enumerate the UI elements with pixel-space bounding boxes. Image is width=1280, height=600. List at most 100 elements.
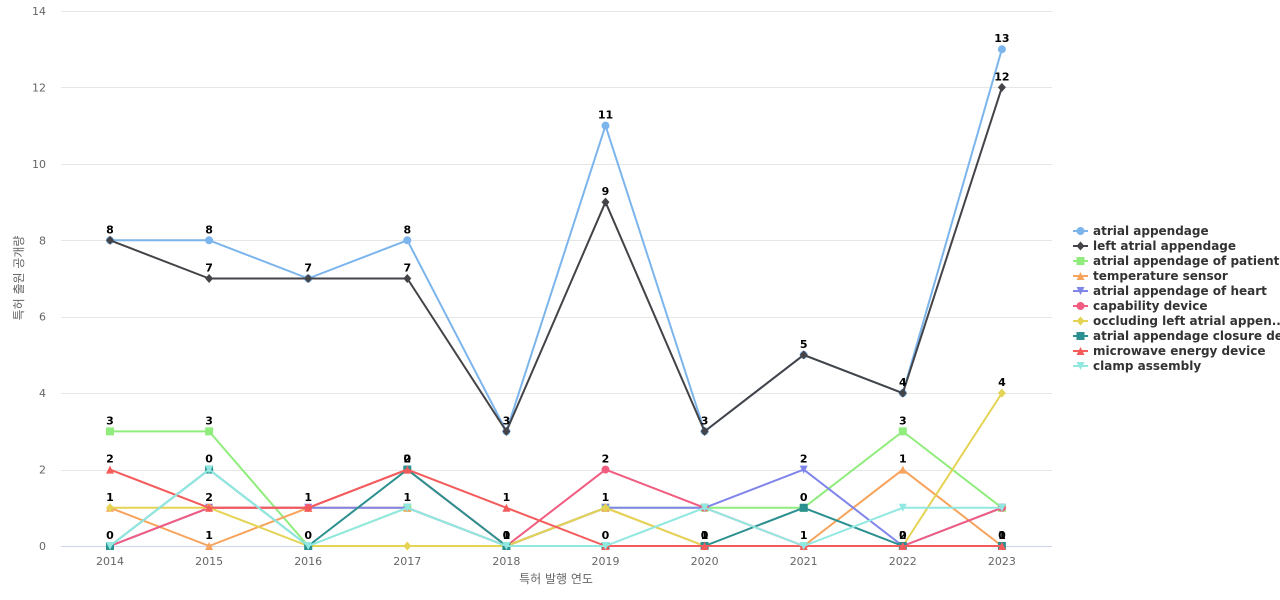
data-point[interactable] [304, 503, 313, 512]
data-point[interactable] [898, 503, 907, 512]
data-point[interactable] [898, 427, 907, 436]
data-point[interactable] [601, 197, 610, 207]
legend-item[interactable]: atrial appendage of heart [1073, 284, 1267, 298]
legend-marker[interactable] [1076, 257, 1085, 265]
data-point[interactable] [205, 542, 214, 550]
data-point[interactable] [403, 503, 412, 512]
data-point[interactable] [304, 542, 313, 550]
data-point[interactable] [898, 465, 907, 474]
data-point[interactable] [898, 542, 907, 550]
data-label: 8 [403, 223, 411, 236]
legend-label: microwave energy device [1093, 344, 1265, 358]
data-point[interactable] [997, 82, 1006, 92]
data-point[interactable] [502, 503, 511, 512]
data-label: 7 [205, 262, 213, 275]
legend-marker[interactable] [1076, 332, 1085, 340]
data-point[interactable] [304, 274, 313, 283]
data-point[interactable] [997, 388, 1006, 398]
x-tick-label: 2018 [492, 555, 520, 568]
series-2 [106, 427, 1006, 550]
legend-marker[interactable] [1076, 272, 1085, 280]
x-tick-label: 2023 [988, 555, 1016, 568]
legend-item[interactable]: microwave energy device [1073, 344, 1265, 358]
data-label: 0 [205, 453, 213, 466]
data-point[interactable] [997, 45, 1006, 54]
data-point[interactable] [205, 274, 214, 283]
legend-marker[interactable] [1076, 316, 1085, 326]
data-label: 1 [304, 491, 312, 504]
data-point[interactable] [205, 427, 214, 436]
data-point[interactable] [403, 465, 412, 474]
data-point[interactable] [106, 503, 114, 513]
legend-item[interactable]: left atrial appendage [1073, 239, 1236, 253]
legend-item[interactable]: temperature sensor [1073, 269, 1228, 283]
data-label: 7 [304, 262, 312, 275]
legend-marker[interactable] [1076, 347, 1085, 355]
data-point[interactable] [205, 503, 214, 512]
legend-item[interactable]: clamp assembly [1073, 359, 1201, 373]
data-label: 0 [899, 529, 907, 542]
data-point[interactable] [601, 503, 610, 513]
data-point[interactable] [997, 542, 1006, 550]
data-point[interactable] [997, 503, 1006, 512]
data-point[interactable] [601, 465, 610, 474]
series-line[interactable] [109, 430, 1003, 547]
legend-label: atrial appendage [1093, 224, 1209, 238]
series-lines [106, 45, 1006, 551]
data-label: 3 [106, 414, 114, 427]
data-label: 0 [106, 529, 114, 542]
data-point[interactable] [106, 542, 114, 550]
data-point[interactable] [799, 465, 808, 474]
data-point[interactable] [700, 542, 709, 550]
legend-item[interactable]: atrial appendage of patient [1073, 254, 1280, 268]
series-9 [106, 465, 1006, 550]
data-label: 1 [602, 491, 610, 504]
data-point[interactable] [799, 350, 808, 360]
data-label: 1 [998, 529, 1006, 542]
data-point[interactable] [700, 503, 709, 512]
data-point[interactable] [502, 542, 511, 550]
legend-marker[interactable] [1076, 362, 1085, 370]
data-label: 1 [503, 529, 511, 542]
y-tick-label: 8 [39, 234, 46, 247]
data-point[interactable] [502, 426, 511, 436]
data-label: 1 [205, 529, 213, 542]
series-line[interactable] [109, 86, 1003, 433]
data-point[interactable] [106, 465, 114, 474]
data-label: 8 [205, 223, 213, 236]
data-point[interactable] [106, 427, 114, 436]
data-point[interactable] [205, 236, 214, 245]
legend-marker[interactable] [1076, 241, 1085, 251]
data-point[interactable] [601, 542, 610, 550]
data-point[interactable] [403, 541, 412, 551]
legend-marker[interactable] [1076, 227, 1085, 235]
y-tick-label: 2 [39, 464, 46, 477]
data-point[interactable] [898, 388, 907, 398]
legend-item[interactable]: atrial appendage [1073, 224, 1209, 238]
data-label: 1 [899, 453, 907, 466]
legend-marker[interactable] [1076, 287, 1085, 295]
legend-marker[interactable] [1076, 302, 1085, 310]
data-label: 2 [106, 453, 114, 466]
data-label: 0 [403, 453, 411, 466]
data-point[interactable] [205, 465, 214, 474]
legend-label: atrial appendage closure de... [1093, 329, 1280, 343]
data-point[interactable] [403, 236, 412, 245]
x-tick-label: 2015 [195, 555, 223, 568]
data-label: 1 [701, 529, 709, 542]
data-point[interactable] [799, 503, 808, 512]
data-point[interactable] [106, 235, 114, 245]
data-point[interactable] [700, 426, 709, 436]
legend-item[interactable]: occluding left atrial appen... [1073, 314, 1280, 328]
data-label: 2 [205, 491, 213, 504]
data-label: 0 [503, 529, 511, 542]
legend-item[interactable]: atrial appendage closure de... [1073, 329, 1280, 343]
data-point[interactable] [403, 274, 412, 283]
legend-item[interactable]: capability device [1073, 299, 1207, 313]
series-line[interactable] [109, 468, 1003, 547]
legend-label: capability device [1093, 299, 1207, 313]
series-line[interactable] [109, 392, 1003, 547]
data-point[interactable] [799, 542, 808, 550]
data-point[interactable] [601, 121, 610, 130]
